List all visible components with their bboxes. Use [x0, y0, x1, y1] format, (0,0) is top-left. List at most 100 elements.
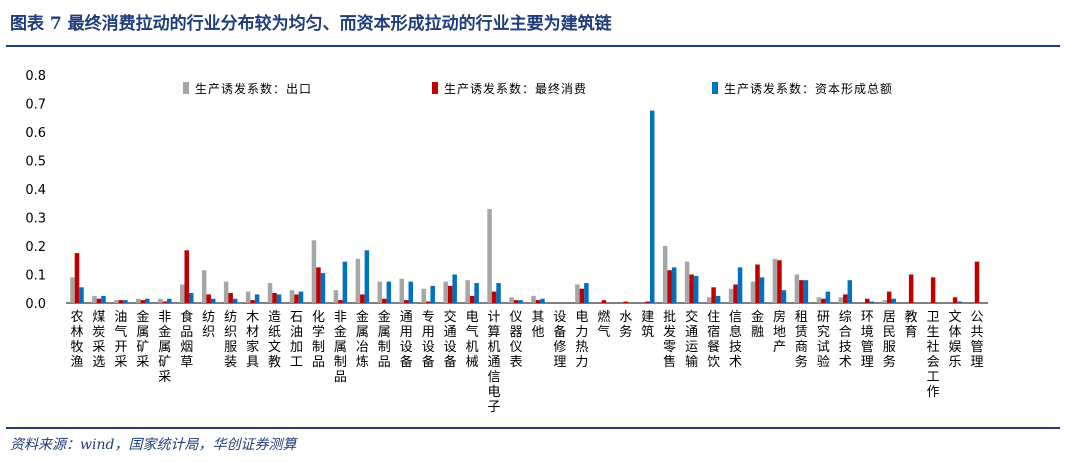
bar: [206, 294, 211, 303]
bar: [601, 300, 607, 303]
x-tick-label: 水务: [619, 310, 632, 340]
x-tick-label: 计算机通信电子: [488, 310, 501, 415]
x-tick-label: 通用设备: [400, 310, 413, 370]
bar: [360, 294, 365, 303]
bar: [250, 300, 255, 303]
bar: [162, 301, 168, 303]
bar: [386, 281, 392, 304]
x-tick-label: 石油加工: [290, 310, 303, 370]
bar: [821, 298, 826, 303]
legend-swatch: [712, 82, 718, 94]
legend-swatch: [432, 82, 438, 94]
bar: [167, 298, 172, 303]
x-tick-label: 批发零售: [663, 310, 676, 370]
x-tick-label: 金属冶炼: [356, 309, 369, 370]
bar: [201, 270, 207, 303]
legend-label: 生产诱发系数：资本形成总额: [724, 81, 893, 96]
x-tick-label: 交通运输: [685, 309, 698, 370]
bar: [123, 300, 128, 303]
bar: [245, 291, 251, 303]
bar: [118, 300, 124, 303]
x-axis-labels: 农林牧渔煤炭采选油气开采金属矿采非金属矿采食品烟草纺织纺织服装木材家具造纸文教石…: [70, 309, 983, 415]
bar: [706, 297, 712, 303]
x-tick-label: 其他: [531, 310, 544, 340]
y-tick-label: 0.2: [25, 240, 46, 255]
y-tick-label: 0.3: [25, 212, 46, 227]
bar: [509, 297, 514, 303]
bar: [289, 290, 295, 303]
bar: [333, 290, 339, 303]
x-tick-label: 金属矿采: [136, 309, 149, 370]
bar: [847, 280, 853, 303]
bar: [518, 300, 523, 303]
bar: [276, 294, 282, 303]
y-tick-label: 0.0: [25, 297, 46, 312]
bar: [794, 274, 800, 303]
bar: [298, 291, 304, 303]
bar: [136, 298, 141, 303]
x-tick-label: 纺织服装: [224, 310, 237, 370]
bar: [623, 301, 629, 303]
bar: [711, 287, 716, 303]
title-divider: [6, 45, 1060, 47]
x-tick-label: 造纸文教: [268, 310, 281, 370]
bar: [188, 293, 194, 303]
bar: [272, 293, 277, 303]
bar: [355, 258, 361, 303]
bar: [772, 258, 778, 303]
x-tick-label: 租赁商务: [795, 310, 808, 370]
x-tick-label: 煤炭采选: [92, 310, 105, 370]
y-axis: 0.0 0.1 0.2 0.3 0.4 0.5 0.6 0.7 0.8: [25, 69, 988, 312]
bar: [645, 301, 650, 303]
x-tick-label: 建筑: [641, 310, 654, 340]
x-tick-label: 信息技术: [729, 310, 742, 370]
bar: [377, 281, 383, 304]
bar: [342, 261, 348, 303]
bar: [101, 295, 106, 304]
bar: [70, 277, 75, 303]
y-tick-label: 0.4: [25, 183, 46, 198]
bar: [184, 250, 189, 303]
x-tick-label: 教育: [905, 309, 918, 340]
bar: [364, 250, 370, 303]
x-tick-label: 卫生社会工作: [927, 310, 940, 400]
bar: [865, 298, 870, 303]
bar: [487, 208, 492, 303]
bar: [684, 261, 690, 303]
bar: [404, 300, 409, 303]
bar: [513, 300, 519, 303]
bar: [816, 297, 822, 303]
bar: [882, 300, 887, 303]
bar: [908, 274, 914, 303]
bar: [693, 275, 699, 303]
bar: [843, 294, 848, 303]
bar: [320, 273, 326, 303]
x-tick-label: 农林牧渔: [70, 310, 83, 370]
bar: [311, 240, 317, 303]
x-tick-label: 综合技术: [839, 310, 852, 370]
y-tick-label: 0.8: [25, 69, 46, 84]
x-tick-label: 电气机械: [466, 310, 479, 370]
bar: [584, 283, 589, 303]
y-tick-label: 0.6: [25, 126, 46, 141]
bar: [649, 110, 655, 304]
bar: [74, 253, 80, 304]
x-tick-label: 金属制品: [378, 309, 391, 370]
bar: [421, 288, 426, 303]
bar: [579, 288, 585, 303]
bar: [777, 260, 782, 303]
x-tick-label: 房地产: [773, 309, 786, 355]
x-tick-label: 金融: [751, 309, 764, 340]
bar: [210, 298, 216, 303]
bar: [399, 278, 405, 303]
y-tick-label: 0.1: [25, 269, 46, 284]
x-tick-label: 仪器仪表: [510, 310, 523, 370]
x-tick-label: 纺织: [202, 310, 215, 340]
bar: [232, 298, 238, 303]
bar: [469, 295, 475, 304]
bar: [781, 290, 787, 303]
x-tick-label: 设备修理: [553, 310, 566, 370]
bar: [430, 285, 435, 303]
bar: [540, 298, 545, 303]
bar: [886, 291, 892, 303]
